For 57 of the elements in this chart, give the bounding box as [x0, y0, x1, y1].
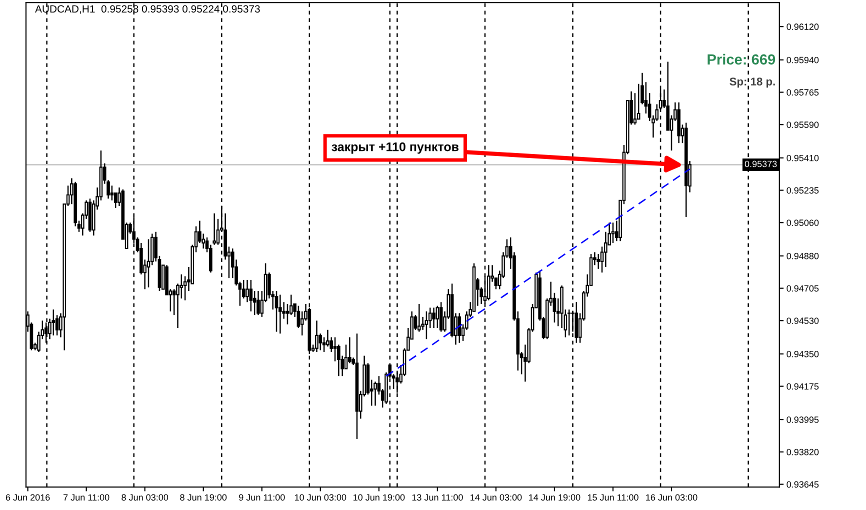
y-tick-label: 0.93995	[786, 416, 819, 423]
candlestick	[432, 307, 436, 329]
candlestick	[439, 302, 443, 332]
chart-title: AUDCAD,H1 0.95258 0.95393 0.95224 0.95373	[35, 5, 260, 14]
candlestick	[374, 381, 377, 406]
annotation: Sp: 18 p.	[730, 78, 775, 88]
x-tick-label: 10 Jun 19:00	[354, 494, 405, 501]
y-tick-label: 0.95765	[786, 89, 819, 96]
x-tick-label: 10 Jun 03:00	[294, 494, 346, 501]
y-tick-label: 0.93820	[786, 448, 819, 456]
x-tick-label: 14 Jun 03:00	[470, 494, 522, 501]
y-tick-label: 0.95235	[786, 187, 819, 194]
candlestick	[567, 308, 571, 336]
y-tick-label: 0.94530	[786, 318, 819, 324]
candlestick	[458, 312, 462, 344]
y-tick-label: 0.93645	[786, 481, 819, 488]
x-tick-label: 16 Jun 03:00	[646, 494, 698, 501]
y-tick-label: 0.94175	[786, 383, 819, 390]
x-tick-label: 7 Jun 11:00	[64, 494, 110, 501]
candlestick	[424, 310, 428, 340]
candlestick	[417, 303, 421, 332]
candlestick	[436, 305, 440, 329]
x-tick-label: 8 Jun 19:00	[180, 494, 227, 501]
y-tick-label: 0.95940	[786, 56, 819, 64]
annotation: Price: 669	[708, 54, 776, 65]
candlestick	[286, 303, 290, 325]
candlestick	[596, 253, 600, 270]
candlestick	[633, 92, 637, 126]
x-tick-label: 9 Jun 11:00	[239, 494, 285, 501]
candlestick	[180, 274, 184, 300]
x-tick-label: 14 Jun 19:00	[529, 494, 580, 501]
candlestick	[611, 222, 615, 244]
candlestick	[315, 320, 318, 353]
y-tick-label: 0.94880	[786, 252, 819, 260]
x-tick-label: 15 Jun 11:00	[588, 494, 638, 501]
y-tick-label: 0.95060	[786, 220, 819, 226]
x-tick-label: 8 Jun 03:00	[122, 494, 168, 501]
y-tick-label: 0.94350	[786, 350, 819, 358]
candlestick	[212, 212, 216, 246]
candlestick	[246, 279, 249, 303]
x-tick-label: 13 Jun 11:00	[412, 494, 463, 501]
ref-line-label: 0.95373	[744, 160, 777, 168]
candlestick	[249, 279, 253, 312]
candlestick	[110, 185, 114, 202]
candlestick	[172, 288, 176, 316]
candlestick	[52, 308, 56, 336]
y-tick-label: 0.95410	[786, 154, 819, 162]
candlestick	[256, 290, 260, 316]
candlestick	[333, 336, 337, 362]
candlestick	[274, 290, 278, 332]
y-tick-label: 0.96120	[786, 24, 819, 30]
x-tick-label: 6 Jun 2016	[6, 494, 50, 501]
y-tick-label: 0.95590	[786, 122, 819, 128]
y-tick-label: 0.94705	[786, 285, 819, 292]
candlestick	[278, 294, 282, 334]
annotation: закрыт +110 пунктов	[332, 142, 459, 154]
candlestick	[318, 332, 322, 351]
